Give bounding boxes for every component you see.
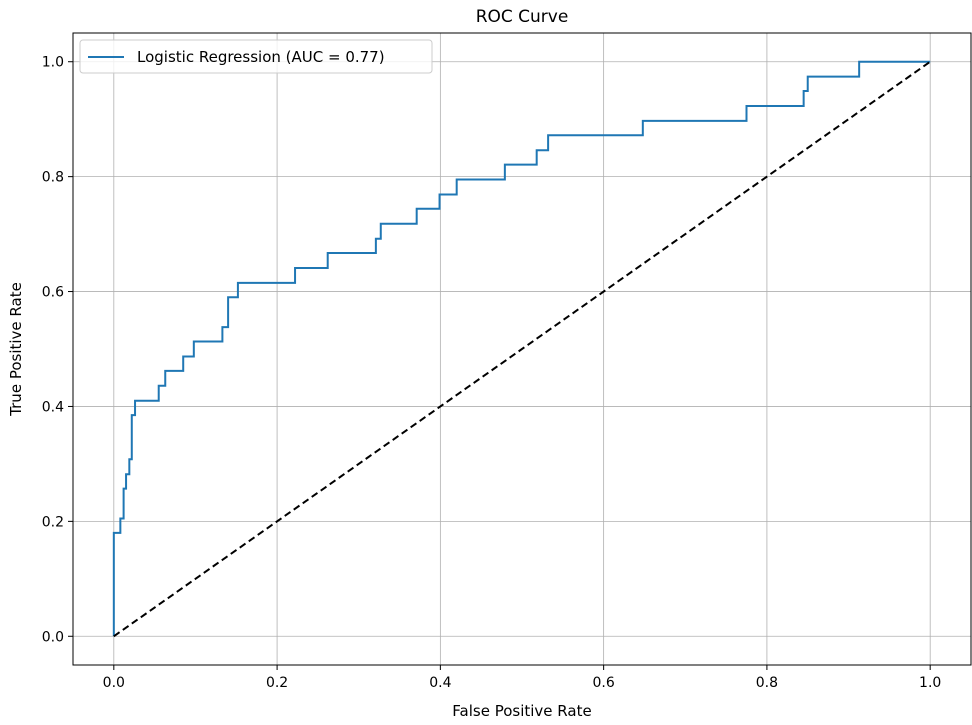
legend-label: Logistic Regression (AUC = 0.77) bbox=[137, 48, 385, 66]
y-tick-label: 0.4 bbox=[42, 399, 64, 415]
series-layer bbox=[112, 60, 931, 638]
y-tick-label: 0.8 bbox=[42, 170, 64, 186]
roc-curve-line bbox=[112, 60, 931, 637]
y-tick-label: 0.2 bbox=[42, 514, 64, 530]
y-tick-label: 0.0 bbox=[42, 629, 64, 645]
x-tick-label: 1.0 bbox=[919, 675, 941, 691]
x-tick-label: 0.4 bbox=[429, 675, 451, 691]
ticks: 0.0 0.2 0.4 0.6 0.8 1.0 0.0 0.2 0.4 0.6 0.8 1.0 bbox=[42, 55, 942, 691]
x-tick-label: 0.8 bbox=[756, 675, 778, 691]
plot-frame bbox=[72, 32, 972, 666]
chart-title: ROC Curve bbox=[476, 7, 569, 27]
x-tick-label: 0.6 bbox=[593, 675, 615, 691]
x-tick-label: 0.2 bbox=[266, 675, 288, 691]
y-tick-label: 1.0 bbox=[42, 55, 64, 71]
legend: Logistic Regression (AUC = 0.77) bbox=[79, 39, 433, 74]
legend-box bbox=[79, 39, 433, 74]
chance-diagonal-line bbox=[113, 60, 931, 638]
y-tick-label: 0.6 bbox=[42, 285, 64, 301]
x-axis-label: False Positive Rate bbox=[452, 702, 591, 720]
x-tick-label: 0.0 bbox=[103, 675, 125, 691]
y-axis-label: True Positive Rate bbox=[7, 282, 25, 417]
